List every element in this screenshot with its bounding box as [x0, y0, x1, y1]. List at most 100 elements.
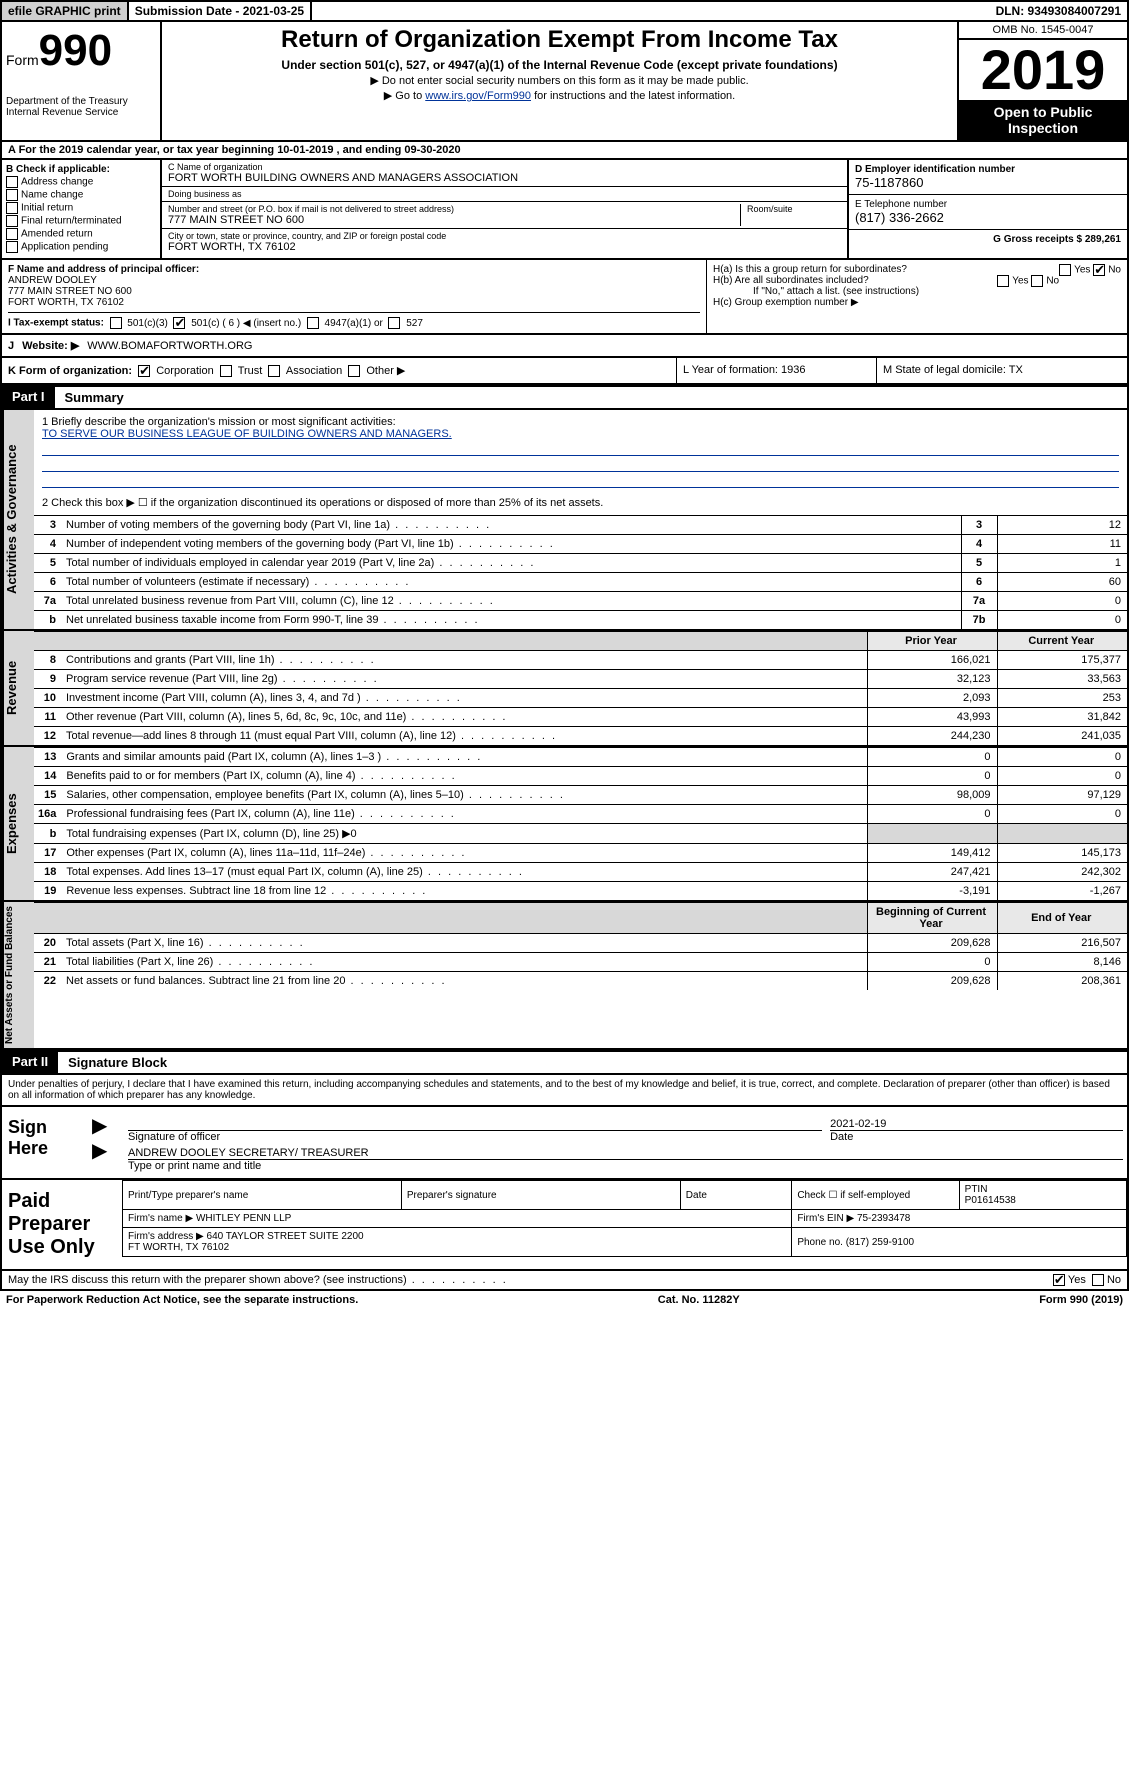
k-option[interactable]: Association	[262, 365, 342, 377]
officer-name: ANDREW DOOLEY	[8, 275, 700, 286]
net-section: Net Assets or Fund Balances Beginning of…	[0, 902, 1129, 1050]
instructions-link[interactable]: www.irs.gov/Form990	[425, 90, 531, 102]
exp-section: Expenses 13Grants and similar amounts pa…	[0, 747, 1129, 902]
pwra-right: Form 990 (2019)	[1039, 1294, 1123, 1306]
form-990-number: 990	[39, 26, 112, 75]
mission-blank1	[42, 442, 1119, 456]
pwra-center: Cat. No. 11282Y	[658, 1294, 740, 1306]
k-option[interactable]: Other ▶	[342, 365, 405, 377]
website-label: Website: ▶	[22, 339, 79, 352]
ha-yes[interactable]	[1059, 264, 1071, 276]
box-b-label: B Check if applicable:	[6, 164, 156, 175]
box-k: K Form of organization: Corporation Trus…	[2, 358, 677, 383]
k-option[interactable]: Corporation	[135, 365, 214, 377]
sign-arrow-icon: ▶▶	[92, 1107, 116, 1178]
klm-row: K Form of organization: Corporation Trus…	[0, 358, 1129, 385]
efile-label[interactable]: efile GRAPHIC print	[2, 2, 129, 20]
gov-section: Activities & Governance 1 Briefly descri…	[0, 410, 1129, 631]
rev-section: Revenue Prior YearCurrent Year8Contribut…	[0, 631, 1129, 747]
form-note1: ▶ Do not enter social security numbers o…	[170, 74, 949, 87]
tax-status-option[interactable]: 527	[383, 318, 423, 329]
room-label: Room/suite	[747, 204, 841, 214]
discuss-no[interactable]	[1092, 1274, 1104, 1286]
prep-h1: Print/Type preparer's name	[123, 1181, 402, 1210]
dln: DLN: 93493084007291	[990, 2, 1127, 20]
hb-label: H(b) Are all subordinates included?	[713, 275, 869, 286]
line-a: A For the 2019 calendar year, or tax yea…	[0, 142, 1129, 160]
ein-value: 75-1187860	[855, 175, 1121, 190]
k-option[interactable]: Trust	[214, 365, 263, 377]
sig-name: ANDREW DOOLEY SECRETARY/ TREASURER	[128, 1147, 1123, 1160]
gross-receipts: G Gross receipts $ 289,261	[855, 234, 1121, 245]
tax-status-option[interactable]: 501(c)(3)	[107, 318, 168, 329]
discuss-yes[interactable]	[1053, 1274, 1065, 1286]
phone-label: E Telephone number	[855, 199, 1121, 210]
gov-lines-table: 3Number of voting members of the governi…	[34, 515, 1127, 629]
rev-lines-table: Prior YearCurrent Year8Contributions and…	[34, 631, 1127, 745]
q1: 1 Briefly describe the organization's mi…	[42, 416, 1119, 428]
prep-h2: Preparer's signature	[401, 1181, 680, 1210]
prep-h4: Check ☐ if self-employed	[792, 1181, 959, 1210]
org-name: FORT WORTH BUILDING OWNERS AND MANAGERS …	[168, 172, 841, 184]
j-label: J	[8, 340, 14, 352]
note2-pre: ▶ Go to	[384, 90, 425, 102]
firm-ein: 75-2393478	[857, 1213, 910, 1224]
net-side-label: Net Assets or Fund Balances	[2, 902, 34, 1048]
hb-no[interactable]	[1031, 275, 1043, 287]
hb-yes[interactable]	[997, 275, 1009, 287]
header-left: Form990 Department of the Treasury Inter…	[2, 22, 162, 140]
box-b-item[interactable]: Application pending	[6, 241, 156, 253]
firm-label: Firm's name ▶	[128, 1213, 193, 1224]
box-b-item[interactable]: Address change	[6, 176, 156, 188]
q2: 2 Check this box ▶ ☐ if the organization…	[42, 496, 1119, 509]
form-header: Form990 Department of the Treasury Inter…	[0, 20, 1129, 142]
sign-here-block: Sign Here ▶▶ Signature of officer 2021-0…	[0, 1107, 1129, 1180]
sig-label: Signature of officer	[128, 1131, 220, 1143]
org-name-label: C Name of organization	[168, 162, 841, 172]
city-label: City or town, state or province, country…	[168, 231, 841, 241]
ptin-value: P01614538	[965, 1195, 1016, 1206]
firm-phone-label: Phone no.	[797, 1237, 843, 1248]
box-b-item[interactable]: Final return/terminated	[6, 215, 156, 227]
part1-title: Summary	[55, 385, 1127, 408]
sig-name-label: Type or print name and title	[128, 1160, 261, 1172]
box-m: M State of legal domicile: TX	[877, 358, 1127, 383]
gov-side-label: Activities & Governance	[2, 410, 34, 629]
addr-value: 777 MAIN STREET NO 600	[168, 214, 734, 226]
form-number: Form990	[6, 26, 156, 76]
k-label: K Form of organization:	[8, 365, 132, 377]
note2-post: for instructions and the latest informat…	[531, 90, 735, 102]
addr-label: Number and street (or P.O. box if mail i…	[168, 204, 734, 214]
box-b-item[interactable]: Amended return	[6, 228, 156, 240]
officer-signature-line[interactable]	[128, 1113, 822, 1131]
officer-addr1: 777 MAIN STREET NO 600	[8, 286, 700, 297]
tax-status-label: I Tax-exempt status:	[8, 318, 104, 329]
form-note2: ▶ Go to www.irs.gov/Form990 for instruct…	[170, 89, 949, 102]
ein-label: D Employer identification number	[855, 164, 1121, 175]
box-b: B Check if applicable: Address changeNam…	[2, 160, 162, 258]
top-bar: efile GRAPHIC print Submission Date - 20…	[0, 0, 1129, 20]
box-b-item[interactable]: Initial return	[6, 202, 156, 214]
exp-side-label: Expenses	[2, 747, 34, 900]
net-lines-table: Beginning of Current YearEnd of Year20To…	[34, 902, 1127, 990]
discuss-row: May the IRS discuss this return with the…	[0, 1271, 1129, 1291]
mission-blank3	[42, 474, 1119, 488]
sig-date-label: Date	[830, 1131, 853, 1143]
sig-date: 2021-02-19	[830, 1118, 1123, 1131]
ha-no[interactable]	[1093, 264, 1105, 276]
tax-status-option[interactable]: 501(c) ( 6 ) ◀ (insert no.)	[168, 318, 301, 329]
hc-label: H(c) Group exemption number ▶	[713, 297, 1121, 308]
open-public-badge: Open to Public Inspection	[959, 100, 1127, 140]
box-b-item[interactable]: Name change	[6, 189, 156, 201]
ptin-label: PTIN	[965, 1184, 988, 1195]
pwra-left: For Paperwork Reduction Act Notice, see …	[6, 1294, 358, 1306]
department-label: Department of the Treasury Internal Reve…	[6, 96, 156, 118]
tax-status-option[interactable]: 4947(a)(1) or	[301, 318, 383, 329]
header-middle: Return of Organization Exempt From Incom…	[162, 22, 957, 140]
phone-value: (817) 336-2662	[855, 210, 1121, 225]
box-defg: D Employer identification number 75-1187…	[847, 160, 1127, 258]
firm-phone: (817) 259-9100	[846, 1237, 914, 1248]
box-c: C Name of organization FORT WORTH BUILDI…	[162, 160, 847, 258]
rev-side-label: Revenue	[2, 631, 34, 745]
perjury-text: Under penalties of perjury, I declare th…	[0, 1075, 1129, 1107]
